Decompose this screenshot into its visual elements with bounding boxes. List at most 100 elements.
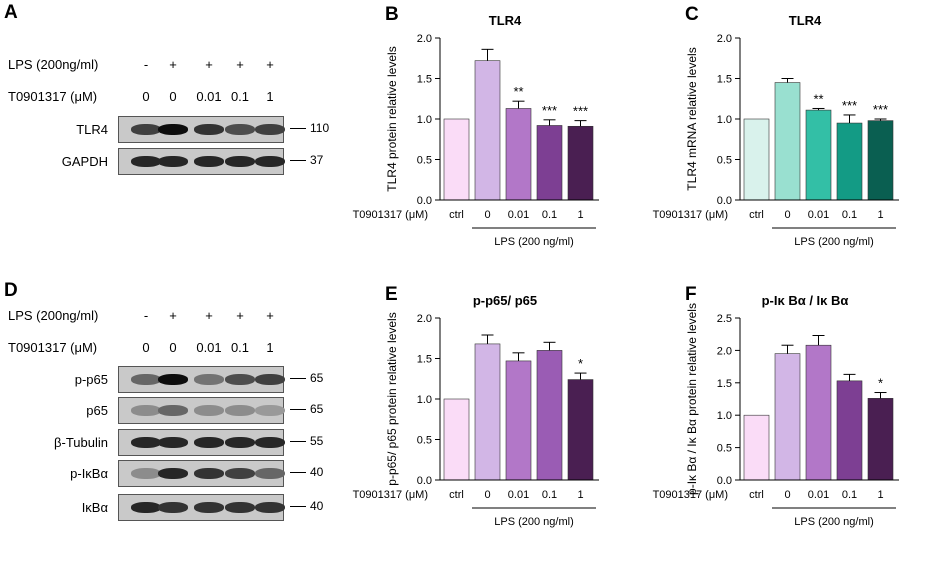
x-tick-label: 0 [484, 209, 490, 221]
x-tick-label: ctrl [749, 489, 764, 501]
y-tick-label: 0.5 [717, 155, 732, 167]
t0901317-dose-value: 1 [266, 340, 274, 355]
blot-label: p-p65 [74, 372, 108, 387]
lps-condition-value: + [266, 57, 274, 72]
y-tick-label: 0.0 [717, 475, 732, 487]
x-tick-label: 0.01 [808, 209, 829, 221]
marker-tick [290, 128, 306, 129]
blot-band [158, 124, 188, 135]
bar [805, 344, 832, 481]
bar [774, 82, 801, 201]
x-tick-label: 0.01 [508, 489, 529, 501]
blot-band [255, 502, 285, 513]
panel-letter-d: D [4, 280, 18, 301]
blot-band [158, 374, 188, 385]
blot-label: p-IκBα [70, 466, 108, 481]
blot-band [158, 502, 188, 513]
lps-condition-value: + [236, 308, 244, 323]
panel-a-t-label: T0901317 (μM) [8, 89, 98, 104]
chart-tlr4-protein: B TLR4 0.0 0.5 1.0 1.5 2.0 TLR4 protein relativ… [353, 4, 599, 248]
x-tick-label: 1 [877, 209, 883, 221]
molecular-weight-label: 40 [310, 499, 324, 513]
t0901317-dose-value: 1 [266, 89, 274, 104]
blot-band [255, 374, 285, 385]
x-tick-label: 0 [784, 489, 790, 501]
panel-letter-a: A [4, 2, 18, 23]
blot-band [131, 502, 161, 513]
x-tick-label: 0.1 [842, 489, 857, 501]
bar [567, 125, 594, 201]
y-tick-label: 1.5 [417, 354, 432, 366]
blot-band [131, 156, 161, 167]
y-tick-label: 1.0 [417, 394, 432, 406]
panel-d-t-label: T0901317 (μM) [8, 340, 98, 355]
x-row-label: T0901317 (μM) [353, 209, 428, 221]
molecular-weight-label: 40 [310, 465, 324, 479]
t0901317-dose-value: 0 [169, 89, 177, 104]
x-row-label: T0901317 (μM) [353, 489, 428, 501]
bar [867, 398, 894, 481]
bar [443, 118, 470, 201]
y-tick-label: 1.5 [717, 378, 732, 390]
blot-band [225, 437, 255, 448]
blot-band [194, 156, 224, 167]
lps-condition-value: + [169, 57, 177, 72]
blot-label: p65 [86, 403, 108, 418]
blot-label: TLR4 [76, 122, 108, 137]
blot-label: GAPDH [61, 154, 108, 169]
marker-tick [290, 378, 306, 379]
bar [743, 118, 770, 201]
x-tick-label: 0.01 [508, 209, 529, 221]
bar [567, 379, 594, 481]
blot-band [158, 156, 188, 167]
y-axis-label: p-p65/ p65 protein relative levels [385, 312, 399, 485]
blot-band [158, 405, 188, 416]
x-tick-label: ctrl [449, 489, 464, 501]
y-tick-label: 0.0 [417, 475, 432, 487]
lps-condition-value: + [266, 308, 274, 323]
bar [774, 353, 801, 481]
bar [474, 343, 501, 481]
y-axis-label: TLR4 mRNA relative levels [685, 47, 699, 190]
blot-band [255, 468, 285, 479]
group-label: LPS (200 ng/ml) [494, 236, 573, 248]
blot-band [225, 468, 255, 479]
marker-tick [290, 160, 306, 161]
molecular-weight-label: 37 [310, 153, 324, 167]
y-tick-label: 2.0 [717, 345, 732, 357]
group-label: LPS (200 ng/ml) [794, 516, 873, 528]
panel-letter: C [685, 4, 699, 25]
blot-band [255, 437, 285, 448]
x-tick-label: 0.1 [542, 489, 557, 501]
blot-band [194, 405, 224, 416]
x-tick-label: 0 [784, 209, 790, 221]
bar [505, 360, 532, 481]
y-tick-label: 1.5 [717, 74, 732, 86]
blot-band [131, 437, 161, 448]
t0901317-dose-value: 0 [142, 340, 150, 355]
x-tick-label: ctrl [449, 209, 464, 221]
y-tick-label: 0.5 [717, 443, 732, 455]
bar [805, 109, 832, 201]
lps-condition-value: - [143, 57, 149, 72]
y-tick-label: 2.0 [717, 33, 732, 45]
blot-band [225, 374, 255, 385]
bar [867, 120, 894, 201]
t0901317-dose-value: 0.01 [196, 89, 222, 104]
y-tick-label: 0.0 [417, 195, 432, 207]
t0901317-dose-value: 0 [142, 89, 150, 104]
group-label: LPS (200 ng/ml) [494, 516, 573, 528]
bar [536, 125, 563, 201]
y-tick-label: 0.0 [717, 195, 732, 207]
blot-band [255, 405, 285, 416]
y-tick-label: 1.0 [717, 114, 732, 126]
y-tick-label: 2.0 [417, 313, 432, 325]
chart-title: p-Iκ Bα / Iκ Bα [762, 293, 849, 308]
blot-band [131, 405, 161, 416]
x-tick-label: 0.1 [542, 209, 557, 221]
blot-band [194, 374, 224, 385]
molecular-weight-label: 65 [310, 402, 324, 416]
bar [836, 122, 863, 201]
blot-label: β-Tubulin [54, 435, 108, 450]
